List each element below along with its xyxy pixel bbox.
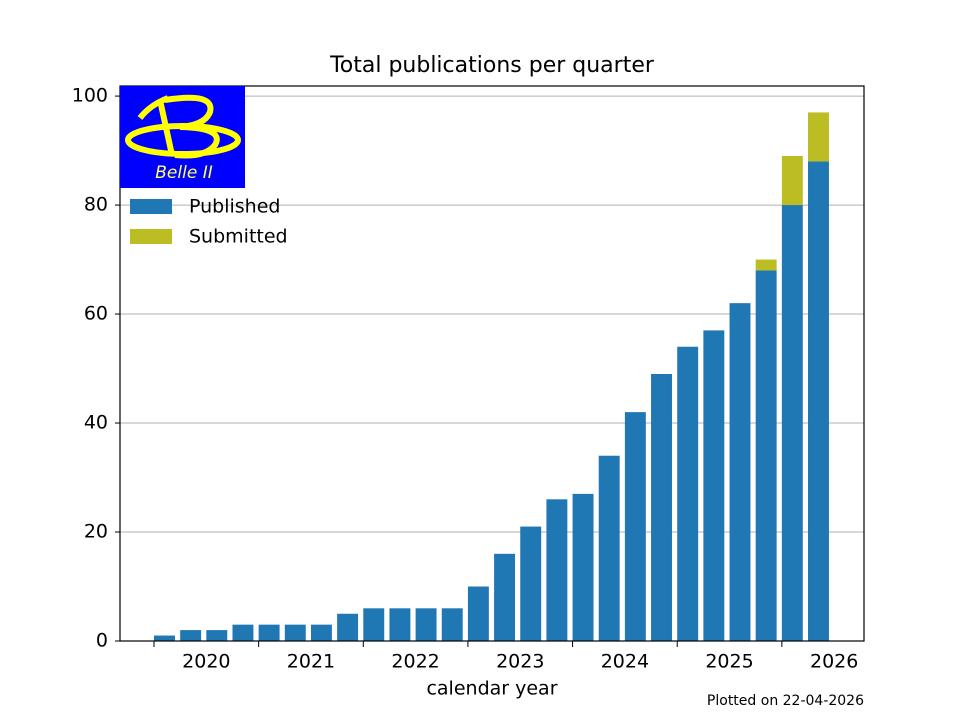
bar-segment: [729, 303, 751, 641]
bar-segment: [284, 624, 306, 641]
legend-swatch: [130, 199, 172, 214]
bar-segment: [598, 455, 620, 641]
bar-segment: [808, 161, 829, 641]
bar-segment: [781, 156, 803, 206]
y-tick-label: 0: [96, 630, 108, 652]
x-tick-label: 2024: [601, 651, 649, 673]
legend-label: Published: [189, 196, 280, 218]
bar-segment: [415, 608, 437, 641]
bar-segment: [624, 412, 646, 641]
y-tick-label: 100: [72, 85, 108, 107]
chart-title: Total publications per quarter: [329, 53, 655, 78]
x-tick-label: 2025: [705, 651, 753, 673]
plot-area: 0 20 40 60 80 100 2020 2021 2022 2023 2024 2025 2026…: [72, 85, 865, 673]
bar-segment: [389, 608, 411, 641]
bar-segment: [337, 613, 359, 641]
footnote: Plotted on 22-04-2026: [707, 693, 864, 709]
bar-segment: [180, 630, 202, 641]
bar-segment: [258, 624, 280, 641]
bar-segment: [441, 608, 463, 641]
bar-segment: [651, 373, 672, 641]
bar-segment: [677, 346, 699, 641]
bar-segment: [808, 112, 829, 162]
legend-label: Submitted: [189, 226, 288, 248]
x-axis-label: calendar year: [426, 678, 557, 700]
y-tick-label: 40: [84, 412, 108, 434]
x-tick-label: 2021: [287, 651, 335, 673]
x-tick-label: 2020: [182, 651, 230, 673]
bar-segment: [494, 553, 516, 641]
logo-text: Belle II: [155, 163, 212, 183]
axes-frame: [119, 85, 865, 642]
bar-segment: [781, 205, 803, 641]
bar-segment: [755, 270, 777, 641]
y-tick-label: 80: [84, 194, 108, 216]
y-tick-label: 60: [84, 303, 108, 325]
logo-background: [120, 86, 245, 188]
bar-segment: [206, 630, 228, 641]
bar-segment: [467, 586, 489, 641]
bar-segment: [572, 493, 594, 641]
bar-segment: [546, 499, 568, 641]
legend-swatch: [130, 229, 172, 244]
logo-letter: [137, 94, 220, 159]
bar-segment: [520, 526, 542, 641]
bar-segment: [232, 624, 254, 641]
y-tick-label: 20: [84, 521, 108, 543]
bar-segment: [310, 624, 332, 641]
bar-segment: [363, 608, 385, 641]
x-tick-label: 2026: [810, 651, 858, 673]
x-tick-label: 2023: [496, 651, 544, 673]
x-tick-label: 2022: [391, 651, 439, 673]
logo: Belle II: [120, 86, 245, 188]
bar-segment: [755, 259, 777, 271]
bar-segment: [703, 330, 725, 641]
bar-segment: [154, 635, 175, 641]
